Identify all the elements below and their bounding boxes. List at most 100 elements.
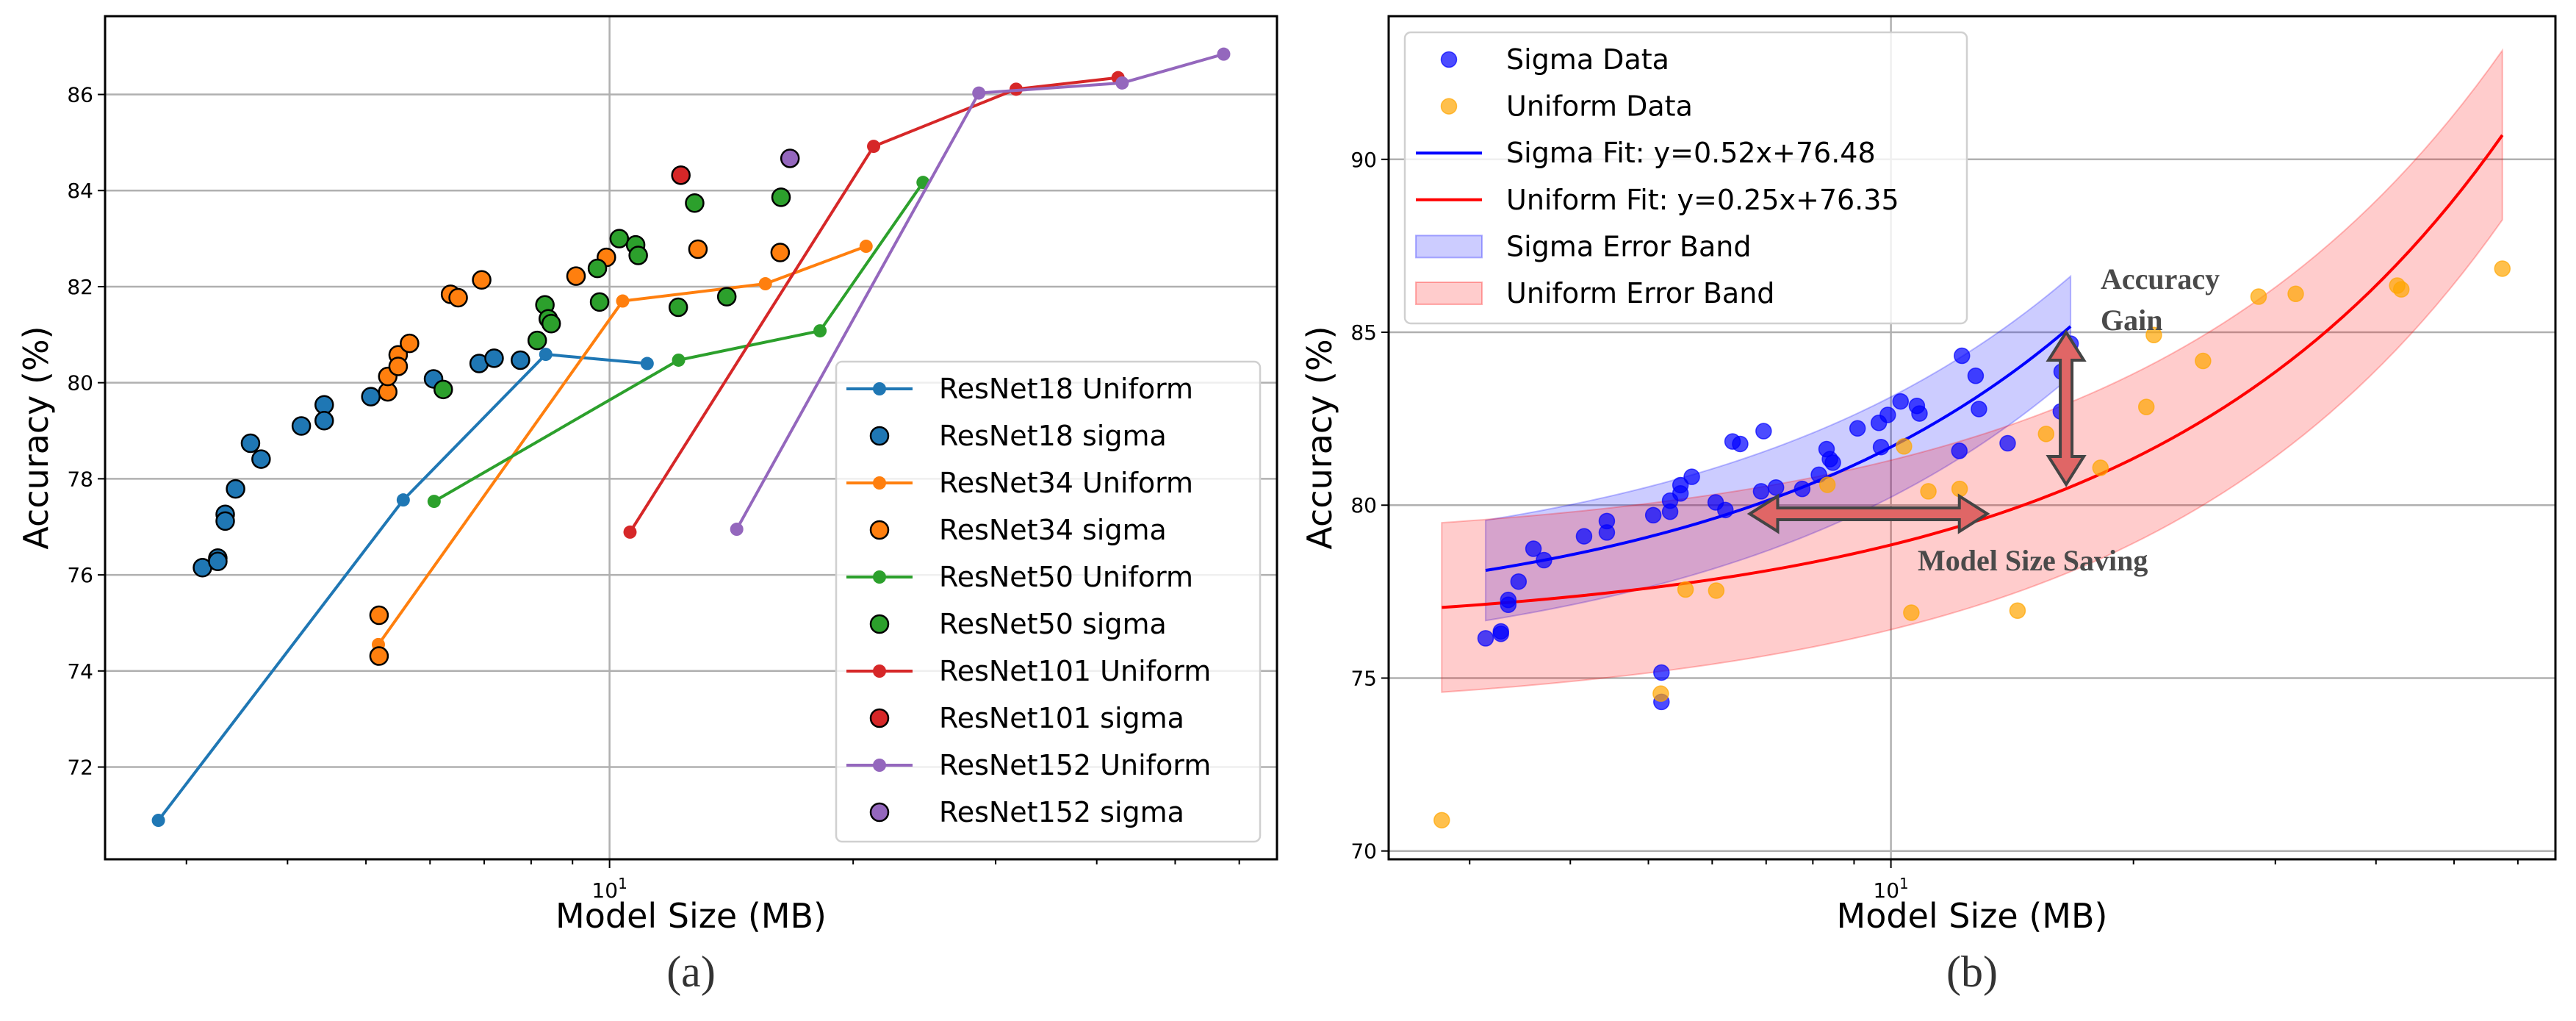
data-point — [539, 348, 553, 362]
series-line — [735, 52, 1225, 530]
y-tick-label: 80 — [1350, 493, 1377, 517]
legend-label: ResNet18 Uniform — [939, 373, 1193, 405]
data-point — [1849, 420, 1866, 437]
data-point — [1870, 415, 1888, 431]
data-point — [448, 287, 468, 308]
data-point — [2392, 281, 2410, 298]
data-point — [813, 324, 827, 338]
data-point — [511, 350, 530, 370]
data-point — [1971, 401, 1987, 418]
data-point — [770, 243, 791, 262]
data-point — [1892, 393, 1910, 410]
axes-frame — [104, 15, 1278, 861]
data-point — [859, 240, 873, 254]
data-point — [1872, 438, 1890, 456]
data-point — [1755, 423, 1772, 440]
data-point — [527, 330, 547, 351]
y-tick-label: 76 — [67, 563, 93, 587]
data-point — [388, 357, 409, 376]
legend-label: Sigma Error Band — [1506, 230, 1751, 262]
data-point — [566, 266, 586, 286]
x-axis-label: Model Size (MB) — [1837, 896, 2108, 936]
data-point — [1818, 476, 1836, 493]
legend-marker — [869, 520, 890, 540]
data-point — [972, 86, 986, 100]
data-point — [609, 229, 630, 248]
data-point — [369, 605, 389, 626]
legend-marker — [869, 708, 890, 728]
y-tick-label: 74 — [67, 659, 93, 684]
y-tick-label: 84 — [67, 179, 93, 203]
data-point — [240, 433, 261, 454]
model-size-saving-arrow — [1746, 493, 1990, 534]
legend-item: Uniform Fit: y=0.25x+76.35 — [1416, 184, 1899, 216]
data-point — [623, 525, 637, 539]
data-point — [589, 292, 610, 312]
legend-marker — [1440, 51, 1458, 68]
legend-item: ResNet50 sigma — [869, 608, 1167, 640]
legend-marker — [869, 426, 890, 446]
data-point — [616, 294, 630, 308]
data-point — [427, 495, 441, 509]
legend-marker — [869, 802, 890, 823]
data-point — [2494, 260, 2511, 277]
x-tick-label: 101 — [591, 875, 627, 903]
data-point — [671, 165, 691, 185]
data-point — [1510, 573, 1528, 590]
data-point — [433, 379, 453, 400]
data-point — [1683, 468, 1700, 485]
y-tick-label: 90 — [1350, 148, 1377, 172]
data-point — [291, 416, 312, 436]
legend-label: Uniform Fit: y=0.25x+76.35 — [1506, 184, 1899, 216]
data-point — [1732, 435, 1749, 453]
data-point — [400, 333, 420, 354]
data-point — [1824, 454, 1841, 471]
legend-item: ResNet34 sigma — [869, 514, 1167, 546]
data-point — [215, 511, 235, 531]
data-point — [780, 148, 800, 168]
y-tick-label: 86 — [67, 83, 93, 107]
data-point — [1672, 484, 1689, 502]
data-point — [1677, 581, 1694, 598]
data-point — [472, 270, 492, 290]
data-point — [1598, 524, 1616, 541]
data-point — [758, 277, 772, 291]
data-point — [1999, 434, 2016, 452]
accuracy-gain-arrow — [2046, 329, 2087, 487]
figure-caption: (b) — [1946, 947, 1998, 996]
data-point — [688, 239, 708, 259]
data-point — [2092, 459, 2109, 476]
data-point — [1794, 480, 1811, 498]
series-line — [628, 76, 1118, 533]
legend-label: Sigma Data — [1506, 43, 1669, 76]
data-point — [1217, 47, 1231, 61]
legend-item: Sigma Fit: y=0.52x+76.48 — [1416, 137, 1876, 169]
data-point — [208, 551, 228, 572]
y-tick-label: 80 — [67, 371, 93, 395]
series-line — [377, 245, 867, 646]
y-tick-label: 82 — [67, 275, 93, 299]
legend-label: ResNet34 sigma — [939, 514, 1167, 546]
data-point — [2195, 352, 2212, 370]
data-point — [628, 246, 648, 265]
accuracy-gain-label: Accuracy — [2101, 262, 2220, 295]
data-point — [226, 479, 245, 499]
data-point — [1708, 582, 1725, 599]
legend-marker — [873, 759, 886, 772]
data-point — [2250, 288, 2267, 305]
data-point — [1903, 604, 1920, 621]
data-point — [2287, 285, 2304, 303]
data-point — [1896, 438, 1913, 455]
legend-marker — [873, 382, 886, 395]
data-point — [1477, 630, 1494, 647]
legend-box — [1403, 31, 1968, 325]
legend-item: ResNet152 sigma — [869, 796, 1184, 828]
data-point — [1644, 506, 1662, 524]
data-point — [2009, 602, 2026, 619]
data-point — [867, 140, 881, 154]
legend-item: Uniform Error Band — [1415, 277, 1774, 309]
data-point — [484, 348, 504, 368]
y-tick-label: 70 — [1350, 839, 1377, 864]
data-point — [1967, 368, 1985, 384]
